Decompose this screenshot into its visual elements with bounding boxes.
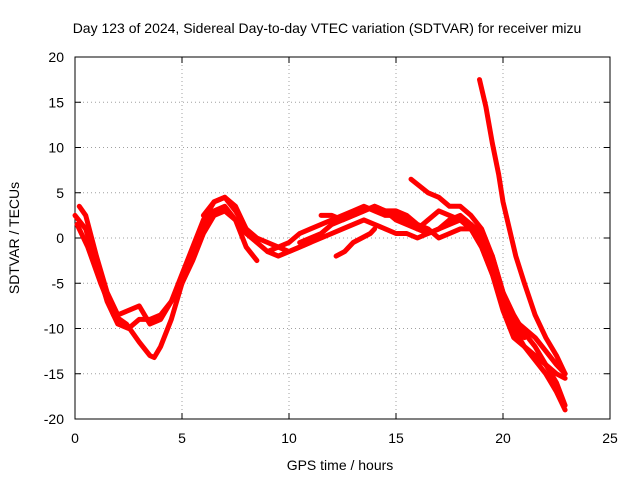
y-tick-label: -10 [44,321,64,337]
x-tick-label: 20 [495,430,511,446]
axis-ticks: 0 5 10 15 20 25 -20 -15 -10 -5 0 5 10 15 20 [44,49,618,446]
x-tick-label: 5 [178,430,186,446]
series-line-3 [74,208,313,360]
x-tick-label: 25 [602,430,618,446]
y-tick-label: 5 [56,185,64,201]
x-tick-label: 10 [281,430,297,446]
x-tick-label: 15 [388,430,404,446]
series-group [72,77,568,413]
chart-title: Day 123 of 2024, Sidereal Day-to-day VTE… [73,20,582,36]
series-line-2 [76,194,249,327]
y-axis-label: SDTVAR / TECUs [6,182,22,294]
y-tick-label: -5 [52,275,65,291]
y-tick-label: 10 [48,140,64,156]
x-tick-label: 0 [71,430,79,446]
y-tick-label: -15 [44,366,64,382]
y-tick-label: 20 [48,49,64,65]
y-tick-label: 0 [56,230,64,246]
series-line-7 [318,203,568,408]
series-line-8 [333,226,378,259]
series-line-9 [408,176,527,341]
y-tick-label: -20 [44,411,64,427]
grid-lines [75,57,610,419]
series-line-5 [265,217,568,381]
x-axis-label: GPS time / hours [287,457,394,473]
y-tick-label: 15 [48,94,64,110]
series-line-10 [477,77,568,377]
